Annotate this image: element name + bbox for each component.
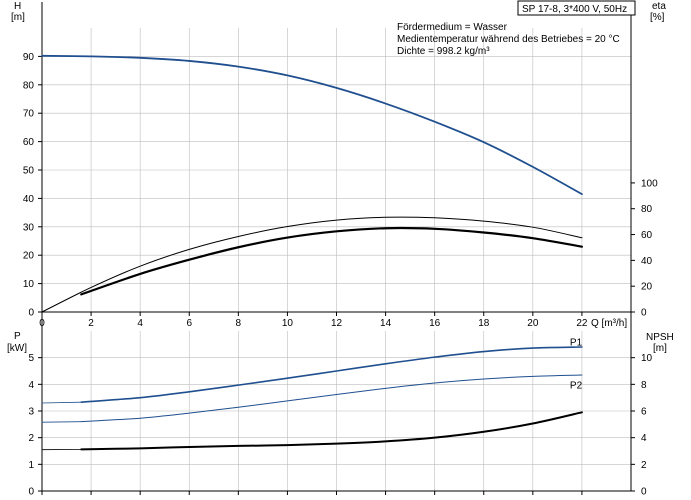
bottom-y-left-label-line2: [kW]: [7, 343, 27, 354]
top-y-left-tick-label-30: 30: [23, 222, 35, 233]
x-tick-label-16: 16: [429, 318, 441, 329]
title-box-text: SP 17-8, 3*400 V, 50Hz: [522, 4, 627, 15]
bottom-series-0: [80, 346, 583, 403]
top-y-left-tick-label-0: 0: [28, 308, 34, 319]
x-tick-label-10: 10: [282, 318, 294, 329]
top-y-left-label-line1: H: [14, 1, 21, 12]
x-tick-label-18: 18: [478, 318, 490, 329]
bottom-y-left-tick-label-3: 3: [28, 407, 34, 418]
bottom-series-3: [41, 421, 82, 423]
x-tick-label-14: 14: [380, 318, 392, 329]
x-tick-label-2: 2: [88, 318, 94, 329]
top-y-right-tick-label-40: 40: [641, 256, 653, 267]
top-y-right-tick-label-20: 20: [641, 282, 653, 293]
top-y-left-tick-label-10: 10: [23, 279, 35, 290]
x-tick-label-0: 0: [39, 318, 45, 329]
top-series-2: [80, 226, 584, 296]
bottom-y-right-tick-label-0: 0: [641, 487, 647, 498]
top-y-left-tick-label-60: 60: [23, 137, 35, 148]
top-y-left-tick-label-40: 40: [23, 194, 35, 205]
bottom-y-left-tick-label-1: 1: [28, 460, 34, 471]
top-y-left-tick-label-80: 80: [23, 80, 35, 91]
bottom-series-2: [80, 374, 583, 423]
top-y-left-tick-label-50: 50: [23, 166, 35, 177]
x-tick-label-20: 20: [527, 318, 539, 329]
top-y-right-label-line1: eta: [652, 1, 666, 12]
x-tick-label-8: 8: [236, 318, 242, 329]
x-tick-label-6: 6: [186, 318, 192, 329]
top-series-0: [41, 54, 583, 196]
bottom-y-right-tick-label-6: 6: [641, 407, 647, 418]
top-y-left-tick-label-90: 90: [23, 52, 35, 63]
bottom-y-right-label-line2: [m]: [653, 343, 667, 354]
top-y-right-label-line2: [%]: [650, 12, 665, 23]
x-tick-label-4: 4: [137, 318, 143, 329]
bottom-y-right-tick-label-10: 10: [641, 353, 653, 364]
top-y-right-tick-label-0: 0: [641, 308, 647, 319]
top-series-1: [41, 216, 583, 313]
x-tick-label-12: 12: [331, 318, 343, 329]
bottom-y-right-tick-label-2: 2: [641, 460, 647, 471]
bottom-series-1: [41, 401, 82, 404]
text-layer: H [m] eta [%] P [kW] NPSH [m] Q [m³/h] S…: [7, 0, 674, 498]
bottom-series-4: [80, 411, 583, 451]
info-line-1: Fördermedium = Wasser: [397, 22, 508, 33]
bottom-y-left-label-line1: P: [14, 331, 21, 342]
top-y-right-tick-label-80: 80: [641, 204, 653, 215]
top-y-left-tick-label-70: 70: [23, 109, 35, 120]
bottom-y-left-tick-label-4: 4: [28, 380, 34, 391]
series-label-P2: P2: [570, 381, 583, 392]
bottom-y-left-tick-label-0: 0: [28, 487, 34, 498]
series-label-P1: P1: [570, 337, 583, 348]
x-axis-label: Q [m³/h]: [591, 318, 627, 329]
axes-layer: [38, 2, 635, 495]
title-box: [517, 0, 636, 16]
x-tick-label-22: 22: [576, 318, 588, 329]
info-line-3: Dichte = 998.2 kg/m³: [397, 46, 490, 57]
bottom-y-right-tick-label-8: 8: [641, 380, 647, 391]
top-y-right-tick-label-100: 100: [641, 178, 658, 189]
top-y-left-tick-label-20: 20: [23, 251, 35, 262]
top-y-right-tick-label-60: 60: [641, 230, 653, 241]
bottom-y-left-tick-label-2: 2: [28, 433, 34, 444]
bottom-y-right-tick-label-4: 4: [641, 433, 647, 444]
top-series-3: [41, 291, 82, 313]
bottom-y-right-label-line1: NPSH: [646, 332, 674, 343]
bottom-y-left-tick-label-5: 5: [28, 353, 34, 364]
series-layer: [41, 54, 584, 451]
info-line-2: Medientemperatur während des Betriebes =…: [397, 34, 620, 45]
top-y-left-label-line2: [m]: [11, 12, 25, 23]
